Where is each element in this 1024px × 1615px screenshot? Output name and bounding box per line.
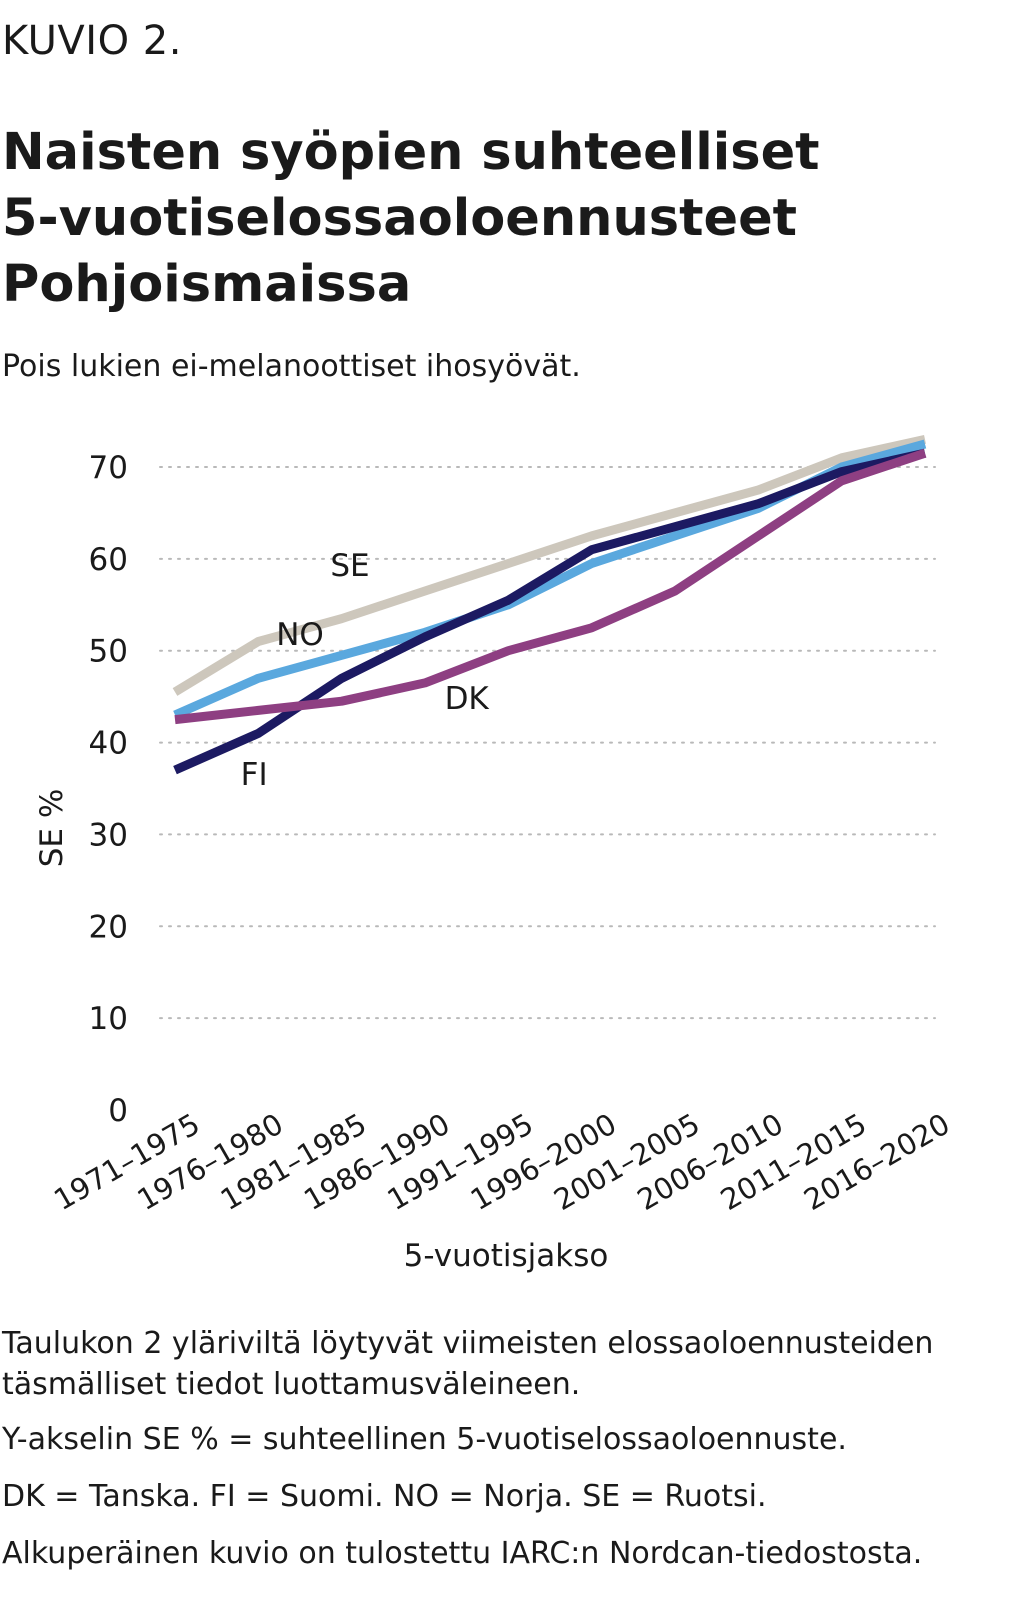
series-label-no: NO <box>276 617 324 653</box>
y-tick-label: 0 <box>108 1093 128 1129</box>
x-axis-label: 5-vuotisjakso <box>404 1238 609 1274</box>
y-tick-label: 40 <box>89 726 128 762</box>
y-tick-label: 50 <box>89 634 128 670</box>
x-axis-ticks: 1971–19751976–19801981–19851986–19901991… <box>48 1107 955 1217</box>
note: Alkuperäinen kuvio on tulostettu IARC:n … <box>2 1536 923 1571</box>
chart-subtitle: Pois lukien ei-melanoottiset ihosyövät. <box>2 349 581 384</box>
figure-notes: Taulukon 2 yläriviltä löytyvät viimeiste… <box>2 1323 1012 1590</box>
y-axis-label: SE % <box>34 789 70 868</box>
series-label-dk: DK <box>445 681 490 717</box>
y-tick-label: 60 <box>89 542 128 578</box>
y-axis-ticks: 0 10 20 30 40 50 60 70 <box>89 450 128 1129</box>
y-tick-label: 10 <box>89 1001 128 1037</box>
y-tick-label: 20 <box>89 909 128 945</box>
series-lines <box>172 435 927 775</box>
y-tick-label: 30 <box>89 817 128 853</box>
series-label-fi: FI <box>241 757 268 793</box>
chart-title: Naisten syöpien suhteelliset 5-vuotiselo… <box>2 120 1002 318</box>
series-label-se: SE <box>330 548 369 584</box>
series-line-dk <box>174 448 927 725</box>
line-chart: 0 10 20 30 40 50 60 70 1971–19751976–19801981–1… <box>34 435 956 1274</box>
chart-title-line: 5-vuotiselossaoloennusteet <box>2 189 798 248</box>
note: DK = Tanska. FI = Suomi. NO = Norja. SE … <box>2 1479 767 1514</box>
figure-label: KUVIO 2. <box>2 18 182 64</box>
chart-title-line: Pohjoismaissa <box>2 255 412 314</box>
gridlines <box>159 466 936 1020</box>
chart-title-line: Naisten syöpien suhteelliset <box>2 123 820 182</box>
series-line-se <box>172 435 926 696</box>
note: Taulukon 2 yläriviltä löytyvät viimeiste… <box>2 1326 934 1402</box>
y-tick-label: 70 <box>89 450 128 486</box>
note: Y-akselin SE % = suhteellinen 5-vuotisel… <box>2 1422 847 1457</box>
